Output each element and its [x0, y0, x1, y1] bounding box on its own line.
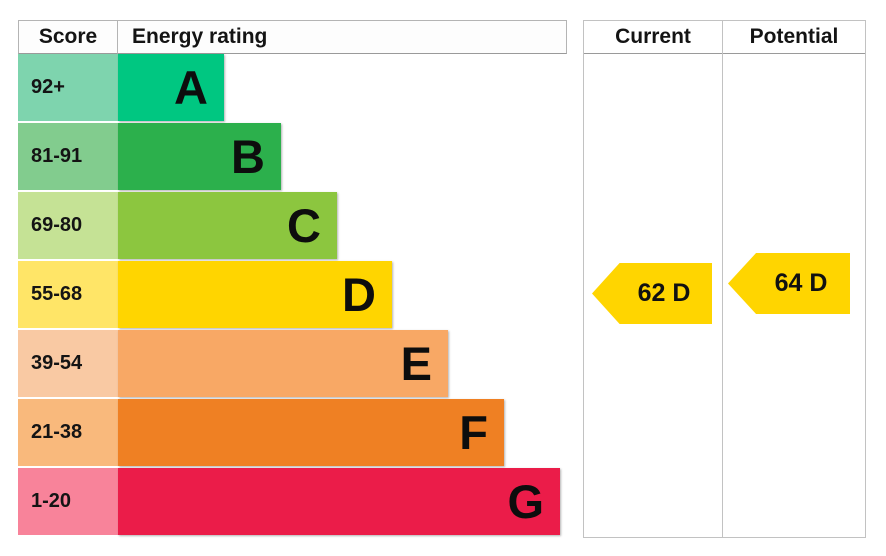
grade-letter: E: [400, 337, 432, 390]
rating-bar: F: [118, 399, 504, 466]
rating-row-E: 39-54 E: [18, 330, 560, 399]
rating-rows: 92+ A 81-91 B 69-80 C 55-68 D 39-54 E 21…: [18, 54, 560, 537]
rating-bar: G: [118, 468, 560, 535]
rating-bar: E: [118, 330, 448, 397]
grade-letter: G: [507, 475, 544, 528]
rating-bar: C: [118, 192, 337, 259]
rating-row-D: 55-68 D: [18, 261, 560, 330]
score-cell: 92+: [18, 54, 118, 121]
potential-rating-label: 64 D: [774, 269, 828, 297]
current-rating-label: 62 D: [637, 279, 691, 307]
score-cell: 81-91: [18, 123, 118, 190]
grade-letter: F: [459, 406, 488, 459]
energy-rating-header: Energy rating: [117, 20, 567, 54]
rating-row-G: 1-20 G: [18, 468, 560, 537]
score-cell: 1-20: [18, 468, 118, 535]
grade-letter: D: [342, 268, 376, 321]
score-cell: 39-54: [18, 330, 118, 397]
score-header: Score: [18, 20, 118, 54]
grade-letter: C: [287, 199, 321, 252]
grade-letter: B: [231, 130, 265, 183]
rating-row-C: 69-80 C: [18, 192, 560, 261]
rating-bar: B: [118, 123, 281, 190]
current-rating-arrow: 62 D: [592, 263, 712, 324]
potential-header: Potential: [723, 21, 865, 54]
grade-letter: A: [174, 61, 208, 114]
rating-bar: A: [118, 54, 224, 121]
potential-rating-arrow: 64 D: [728, 253, 850, 314]
score-cell: 69-80: [18, 192, 118, 259]
rating-row-F: 21-38 F: [18, 399, 560, 468]
score-cell: 55-68: [18, 261, 118, 328]
rating-row-A: 92+ A: [18, 54, 560, 123]
rating-bar: D: [118, 261, 392, 328]
current-header: Current: [584, 21, 722, 54]
score-cell: 21-38: [18, 399, 118, 466]
rating-row-B: 81-91 B: [18, 123, 560, 192]
